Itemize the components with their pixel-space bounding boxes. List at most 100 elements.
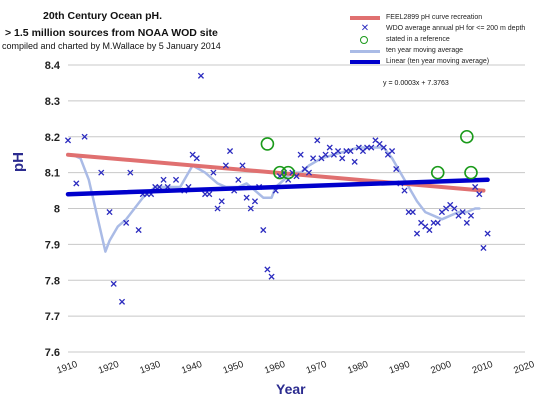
- y-axis-label: pH: [10, 152, 27, 172]
- legend-item-feel2899: FEEL2899 pH curve recreation: [348, 13, 548, 24]
- x-tick-label: 1950: [222, 359, 246, 377]
- x-tick-label: 2000: [429, 359, 453, 377]
- data-point-x-marker: [463, 219, 470, 226]
- data-point-x-marker: [156, 183, 163, 191]
- data-point-x-marker: [247, 205, 254, 212]
- reference-circle: [460, 129, 474, 144]
- legend-label: Linear (ten year moving average): [386, 58, 490, 65]
- x-tick-label: 1910: [55, 359, 79, 377]
- moving-average-line: [70, 146, 481, 253]
- legend-item-linear: Linear (ten year moving average): [348, 57, 548, 68]
- data-point-x-marker: [172, 176, 180, 183]
- data-point-x-marker: [476, 191, 483, 198]
- data-point-x-marker: [268, 273, 275, 280]
- data-point-x-marker: [206, 191, 213, 198]
- x-marker-icon: ✕: [360, 23, 370, 34]
- data-point-x-marker: [472, 183, 479, 191]
- reference-circle: [464, 165, 478, 180]
- y-tick-label: 7.7: [45, 311, 60, 323]
- data-point-x-marker: [64, 137, 72, 144]
- legend: FEEL2899 pH curve recreation ✕ WDO avera…: [348, 13, 548, 68]
- legend-swatch-light-line: [350, 50, 380, 53]
- x-tick-label: 2010: [471, 359, 495, 377]
- data-point-x-marker: [127, 169, 134, 176]
- reference-circle: [281, 165, 295, 180]
- legend-item-reference: stated in a reference: [348, 35, 548, 46]
- reference-circle: [260, 137, 275, 151]
- data-point-x-marker: [210, 169, 217, 176]
- trendline-equation: y = 0.0003x + 7.3763: [383, 80, 449, 87]
- data-point-x-marker: [434, 219, 441, 226]
- data-point-x-marker: [235, 176, 242, 183]
- x-tick-label: 1930: [138, 359, 162, 377]
- chart-title: 20th Century Ocean pH.: [42, 10, 163, 22]
- data-point-x-marker: [218, 198, 225, 205]
- data-point-x-marker: [339, 155, 346, 162]
- data-point-x-marker: [123, 219, 130, 226]
- chart-credit: compiled and charted by M.Wallace by 5 J…: [2, 41, 221, 51]
- x-tick-label: 1980: [346, 359, 370, 377]
- x-tick-label: 1920: [97, 359, 121, 377]
- data-point-x-marker: [297, 151, 304, 158]
- x-tick-label: 1970: [305, 359, 329, 377]
- reference-circle: [273, 165, 287, 180]
- x-tick-label: 1940: [180, 359, 204, 377]
- x-tick-label: 1990: [388, 359, 412, 377]
- data-point-x-marker: [380, 144, 387, 151]
- data-point-x-marker: [326, 144, 333, 151]
- y-tick-label: 8.4: [45, 60, 61, 72]
- data-point-x-marker: [293, 173, 300, 180]
- x-tick-label: 1960: [263, 359, 287, 377]
- legend-label: ten year moving average: [386, 47, 464, 54]
- data-point-x-marker: [222, 162, 229, 169]
- data-point-x-marker: [260, 226, 267, 234]
- data-point-x-marker: [98, 169, 105, 176]
- data-point-x-marker: [264, 266, 271, 273]
- data-point-x-marker: [459, 209, 466, 216]
- data-point-x-marker: [322, 151, 329, 158]
- data-point-x-marker: [197, 72, 205, 79]
- legend-swatch-red-line: [350, 16, 380, 20]
- y-tick-label: 7.8: [45, 275, 60, 287]
- chart-subtitle: > 1.5 million sources from NOAA WOD site: [5, 27, 218, 39]
- data-point-x-marker: [310, 155, 317, 162]
- data-point-x-marker: [393, 165, 400, 173]
- data-point-x-marker: [118, 298, 126, 305]
- legend-label: WDO average annual pH for <= 200 m depth: [386, 25, 526, 32]
- legend-item-wdo: ✕ WDO average annual pH for <= 200 m dep…: [348, 23, 548, 35]
- data-point-x-marker: [73, 180, 80, 187]
- data-point-x-marker: [413, 230, 421, 237]
- x-tick-label: 2020: [512, 359, 536, 377]
- data-point-x-marker: [251, 198, 259, 205]
- y-tick-label: 8: [54, 204, 60, 216]
- data-point-x-marker: [451, 205, 458, 212]
- data-point-x-marker: [226, 148, 234, 155]
- data-point-x-marker: [193, 155, 200, 162]
- data-point-x-marker: [214, 205, 221, 212]
- data-point-x-marker: [467, 212, 475, 219]
- data-point-x-marker: [409, 209, 416, 216]
- data-point-x-marker: [110, 280, 117, 287]
- data-point-x-marker: [351, 158, 358, 165]
- data-point-x-marker: [243, 194, 250, 201]
- data-point-x-marker: [135, 226, 142, 234]
- data-point-x-marker: [239, 162, 246, 169]
- data-point-x-marker: [314, 137, 321, 144]
- data-point-x-marker: [334, 148, 342, 155]
- data-point-x-marker: [368, 144, 375, 151]
- circle-marker-icon: [360, 36, 368, 44]
- y-tick-label: 7.6: [45, 347, 60, 359]
- data-point-x-marker: [401, 187, 408, 194]
- data-point-x-marker: [426, 226, 433, 234]
- data-point-x-marker: [81, 133, 88, 140]
- reference-circle: [430, 165, 445, 180]
- feel2899-line: [66, 152, 486, 193]
- x-axis-label: Year: [276, 381, 306, 397]
- legend-label: FEEL2899 pH curve recreation: [386, 14, 483, 21]
- legend-label: stated in a reference: [386, 36, 450, 43]
- data-point-x-marker: [160, 176, 167, 183]
- legend-item-moving-average: ten year moving average: [348, 46, 548, 57]
- data-point-x-marker: [484, 230, 491, 237]
